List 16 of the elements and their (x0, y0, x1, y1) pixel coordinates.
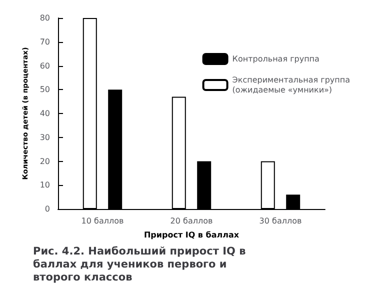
legend-label: Экспериментальная группа (ожидаемые «умники») (232, 76, 350, 94)
legend-label: Контрольная группа (232, 54, 320, 64)
x-axis-title: Прирост IQ в баллах (144, 230, 240, 240)
x-tick-label: 30 баллов (259, 216, 302, 226)
x-tick-label: 20 баллов (170, 216, 213, 226)
y-tick-label: 30 (40, 132, 50, 142)
text: Рис. 4.2. Наибольший прирост IQ в баллах для учеников первого и второго классов (33, 246, 250, 284)
y-tick-label: 80 (40, 14, 50, 22)
x-tick-label: 10 баллов (81, 216, 124, 226)
y-tick-label: 60 (40, 61, 50, 70)
y-tick-label: 50 (40, 85, 50, 94)
y-tick-label: 0 (44, 204, 50, 214)
y-tick-label: 70 (40, 37, 50, 46)
y-tick-label: 20 (40, 156, 50, 166)
y-tick-label: 40 (40, 109, 50, 118)
y-tick-label: 10 (40, 180, 50, 190)
